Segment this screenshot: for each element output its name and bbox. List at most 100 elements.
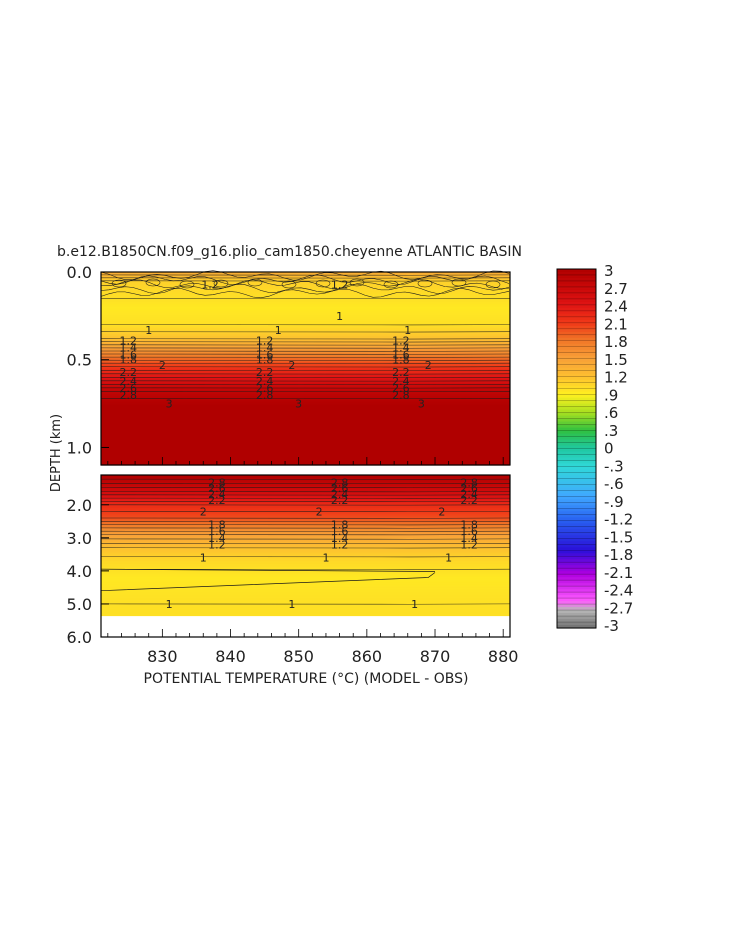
fill-band	[101, 306, 510, 310]
colorbar-band	[557, 379, 596, 384]
y-tick-label: 6.0	[67, 628, 92, 647]
contour-label: 2.6	[208, 482, 226, 495]
fill-band	[101, 531, 510, 534]
fill-band	[101, 379, 510, 382]
fill-band	[101, 359, 510, 363]
fill-band	[101, 557, 510, 560]
contour-label: 2.4	[120, 375, 138, 388]
colorbar-band	[557, 613, 596, 617]
fill-band	[101, 534, 510, 537]
colorbar-band	[557, 508, 596, 512]
fill-band	[101, 598, 510, 601]
fill-band	[101, 606, 510, 609]
contour-label: 2.2	[460, 494, 478, 507]
fill-band	[101, 370, 510, 374]
colorbar-band	[557, 457, 596, 462]
colorbar-band	[557, 598, 596, 602]
contour-label: 1.8	[460, 519, 478, 532]
fill-band	[101, 317, 510, 320]
fill-band	[101, 556, 510, 559]
x-tick-label: 850	[283, 647, 314, 666]
fill-band	[101, 426, 510, 430]
contour-label: 1.2	[120, 334, 138, 347]
colorbar-tick-label: -2.4	[604, 582, 633, 600]
lower-panel: 2.82.62.42.221.81.61.41.212.82.62.42.221…	[67, 474, 518, 666]
contour-label: 1.4	[331, 532, 349, 545]
contour-label: 1.8	[256, 354, 274, 367]
fill-band	[101, 537, 510, 540]
fill-band	[101, 297, 510, 301]
fill-band	[101, 479, 510, 482]
colorbar-band	[557, 589, 596, 593]
contour-label: 1	[322, 552, 329, 565]
contour-label: 2.6	[120, 382, 138, 395]
colorbar-band	[557, 304, 596, 309]
fill-band	[101, 462, 510, 466]
fill-band	[101, 417, 510, 421]
colorbar-band	[557, 529, 596, 533]
fill-band	[101, 458, 510, 462]
fill-band	[101, 529, 510, 532]
fill-band	[101, 424, 510, 427]
fill-band	[101, 394, 510, 397]
contour-label: 1	[275, 324, 282, 337]
fill-band	[101, 381, 510, 385]
contour-label: 1.8	[208, 519, 226, 532]
colorbar-band	[557, 325, 596, 330]
fill-band	[101, 609, 510, 612]
colorbar-band	[557, 586, 596, 590]
colorbar-band	[557, 319, 596, 324]
contour-label: 1.4	[392, 341, 410, 354]
colorbar-band	[557, 571, 596, 575]
fill-band	[101, 439, 510, 443]
colorbar-band	[557, 559, 596, 563]
fill-band	[101, 342, 510, 346]
colorbar-band	[557, 358, 596, 363]
fill-band	[101, 398, 510, 402]
contour-label: 2.6	[392, 382, 410, 395]
colorbar-band	[557, 370, 596, 375]
colorbar-tick-label: .9	[604, 386, 618, 404]
fill-band	[101, 310, 510, 314]
colorbar-tick-label: .3	[604, 422, 618, 440]
fill-band	[101, 592, 510, 595]
contour-label: 1.2	[331, 278, 349, 291]
fill-band	[101, 584, 510, 587]
fill-band	[101, 355, 510, 359]
contour-line	[100, 572, 436, 592]
fill-band	[101, 447, 510, 451]
fill-band	[101, 588, 510, 592]
colorbar-band	[557, 427, 596, 432]
colorbar-band	[557, 538, 596, 542]
colorbar-band	[557, 625, 596, 629]
fill-band	[101, 437, 510, 440]
fill-band	[101, 613, 510, 617]
colorbar-band	[557, 556, 596, 560]
colorbar-band	[557, 352, 596, 357]
fill-band	[101, 368, 510, 372]
fill-band	[101, 523, 510, 526]
colorbar-band	[557, 607, 596, 611]
y-tick-label: 1.0	[67, 438, 92, 457]
contour-label: 2.2	[331, 494, 349, 507]
fill-band	[101, 549, 510, 553]
contour-label: 2	[316, 505, 323, 518]
colorbar-band	[557, 418, 596, 423]
fill-band	[101, 392, 510, 395]
fill-band	[101, 492, 510, 495]
colorbar-band	[557, 269, 596, 273]
fill-band	[101, 582, 510, 585]
fill-band	[101, 276, 510, 280]
colorbar-band	[557, 364, 596, 369]
colorbar-band	[557, 592, 596, 596]
colorbar-band	[557, 436, 596, 441]
fill-band	[101, 545, 510, 548]
x-tick-label: 830	[147, 647, 178, 666]
contour-label: 3	[166, 398, 173, 411]
colorbar-band	[557, 388, 596, 393]
fill-band	[101, 443, 510, 447]
contour-label: 1.2	[331, 538, 349, 551]
colorbar-band	[557, 415, 596, 420]
contour-label: 2	[159, 359, 166, 372]
fill-band	[101, 291, 510, 295]
